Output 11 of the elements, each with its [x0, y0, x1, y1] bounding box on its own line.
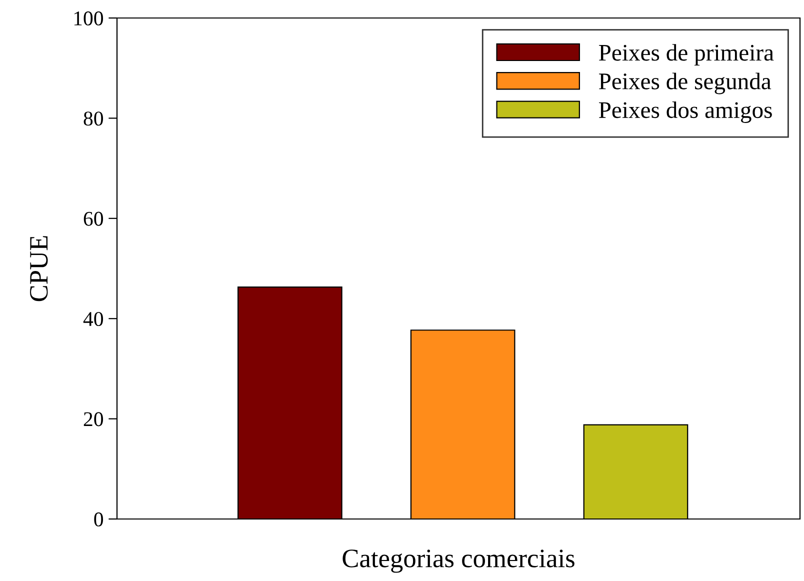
y-tick-label: 40 [83, 312, 104, 326]
y-tick-label: 20 [84, 412, 104, 426]
y-tick-label: 0 [94, 512, 104, 526]
y-tick-label: 100 [74, 11, 104, 26]
y-tick-label: 80 [84, 112, 104, 126]
legend-label: Peixes de primeira [598, 44, 774, 66]
y-tick-label: 60 [84, 212, 104, 226]
legend-label: Peixes de segunda [598, 72, 772, 94]
y-axis-title: CPUE [30, 236, 48, 302]
legend-label: Peixes dos amigos [598, 101, 772, 123]
x-axis-title: Categorias comerciais [342, 550, 574, 573]
